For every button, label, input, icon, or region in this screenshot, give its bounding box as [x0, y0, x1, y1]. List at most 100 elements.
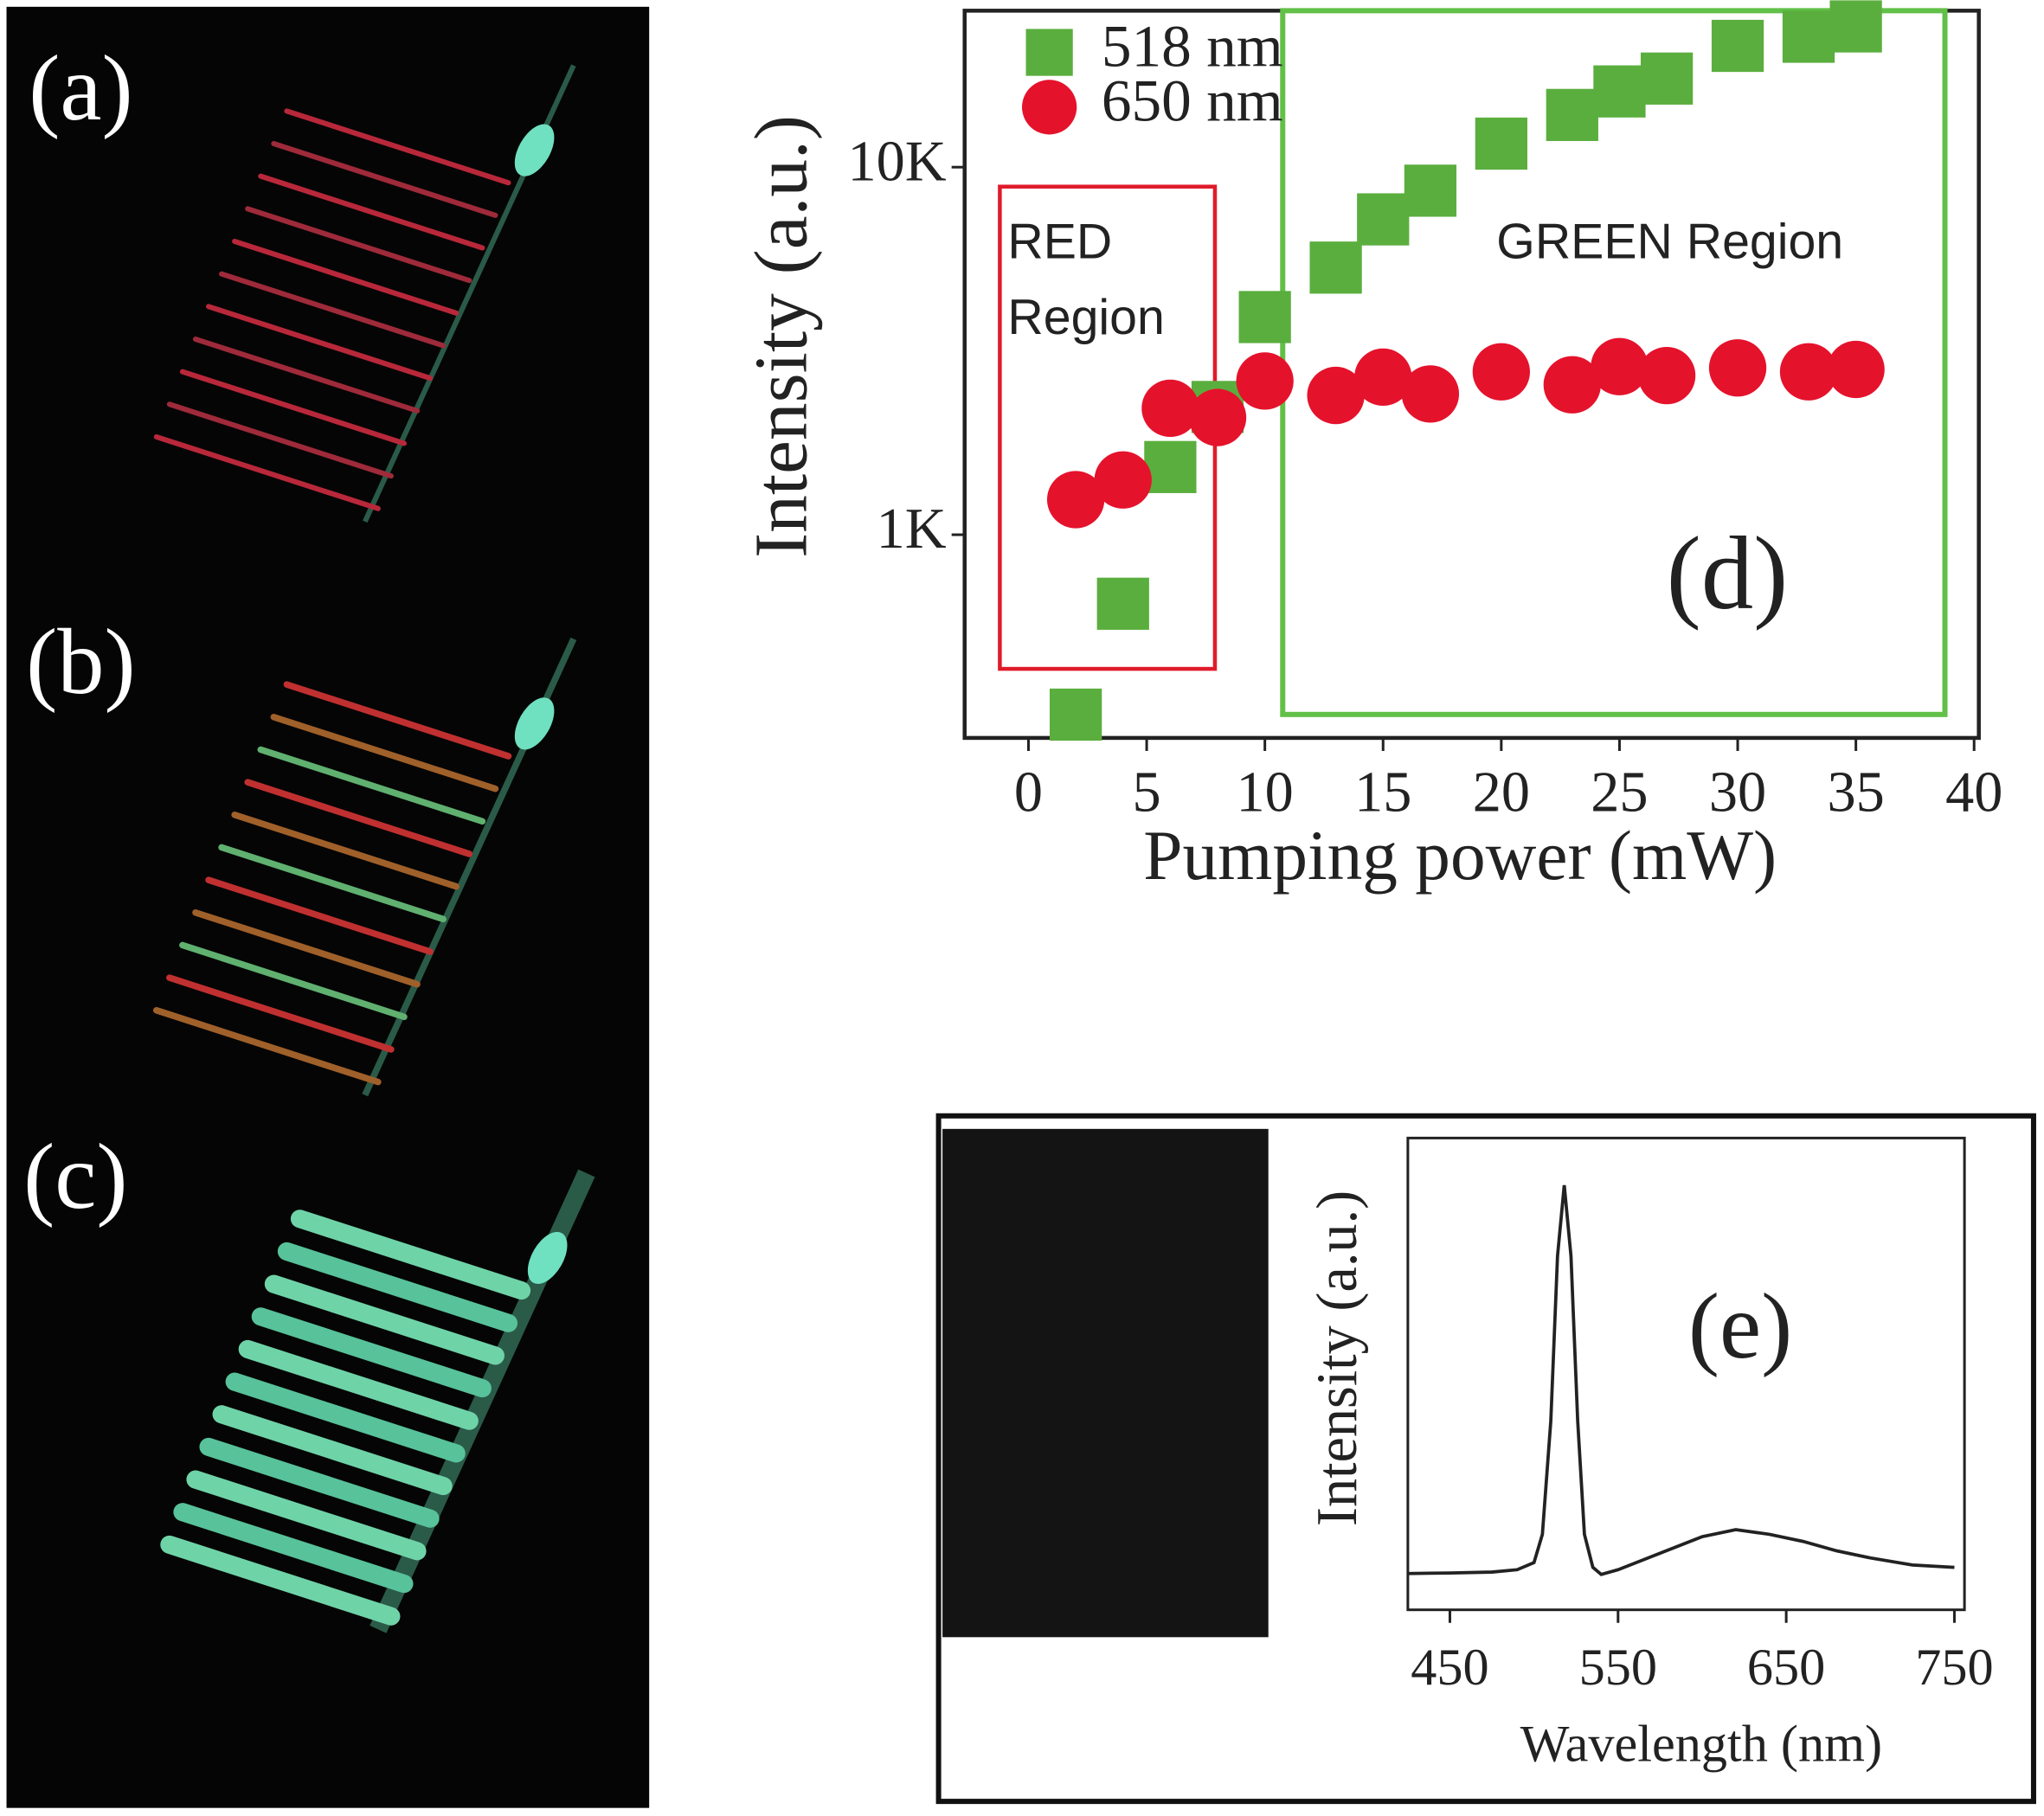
finger	[244, 779, 473, 857]
marker-square	[1357, 193, 1410, 246]
finger	[284, 108, 511, 186]
glow	[514, 697, 555, 750]
finger	[153, 433, 381, 511]
finger	[205, 876, 434, 955]
legend-label: 518 nm	[1102, 12, 1283, 79]
x-tick-label: 450	[1411, 1639, 1488, 1697]
x-tick-label: 5	[1133, 760, 1161, 824]
marker-circle	[1236, 352, 1294, 410]
marker-square	[1782, 10, 1835, 63]
panel-label: (b)	[26, 610, 135, 714]
marker-square	[1309, 241, 1362, 294]
spectrum-line	[1407, 1184, 1955, 1576]
finger	[231, 812, 460, 890]
annotation: GREEN Region	[1496, 215, 1843, 270]
x-tick-label: 550	[1579, 1639, 1657, 1697]
marker-circle	[1543, 356, 1601, 414]
legend-swatch	[1022, 80, 1077, 135]
glow	[527, 1231, 568, 1285]
finger	[179, 369, 407, 446]
panel-label: (d)	[1667, 517, 1789, 632]
marker-square	[1238, 291, 1291, 343]
marker-square	[1144, 440, 1197, 493]
marker-circle	[1472, 343, 1530, 401]
x-tick-label: 15	[1354, 760, 1411, 824]
marker-circle	[1307, 366, 1365, 425]
finger	[270, 714, 499, 792]
finger	[219, 271, 447, 349]
marker-square	[1829, 0, 1882, 53]
panel-label: (e)	[1688, 1274, 1792, 1378]
x-tick-label: 20	[1473, 760, 1530, 824]
marker-square	[1475, 117, 1527, 170]
x-tick-label: 650	[1747, 1639, 1825, 1697]
x-tick-label: 0	[1014, 760, 1043, 824]
marker-square	[1593, 65, 1646, 118]
finger	[225, 1372, 466, 1463]
y-tick-label: 10K	[848, 130, 947, 193]
finger	[218, 844, 447, 923]
finger	[166, 974, 395, 1053]
annotation: Region	[1007, 290, 1164, 345]
y-tick-label: 1K	[877, 497, 947, 561]
finger	[179, 941, 408, 1021]
marker-circle	[1046, 471, 1105, 529]
finger	[206, 304, 434, 382]
x-tick-label: 30	[1709, 760, 1766, 824]
annotation: RED	[1007, 215, 1112, 270]
panel-label: (c)	[23, 1125, 127, 1229]
x-tick-label: 750	[1915, 1639, 1993, 1697]
marker-circle	[1094, 451, 1152, 509]
marker-circle	[1827, 340, 1885, 399]
finger	[238, 1339, 479, 1430]
legend-label: 650 nm	[1102, 67, 1283, 134]
marker-circle	[1637, 346, 1696, 405]
finger	[199, 1437, 440, 1528]
finger	[160, 1535, 401, 1626]
finger	[258, 173, 485, 251]
x-axis-label: Pumping power (mW)	[1143, 817, 1777, 895]
marker-square	[1711, 19, 1764, 73]
x-tick-label: 25	[1591, 760, 1648, 824]
finger	[264, 1274, 505, 1365]
finger	[166, 401, 394, 479]
marker-circle	[1401, 365, 1460, 423]
marker-square	[1049, 688, 1102, 741]
inset-photo	[942, 1128, 1269, 1638]
marker-square	[1546, 88, 1598, 141]
marker-square	[1404, 164, 1457, 217]
finger	[283, 681, 512, 760]
x-tick-label: 35	[1827, 760, 1884, 824]
marker-square	[1640, 52, 1694, 105]
finger	[277, 1242, 518, 1332]
finger	[232, 238, 460, 316]
panel-label: (a)	[29, 36, 132, 140]
finger	[192, 909, 421, 988]
glow	[514, 124, 555, 176]
marker-circle	[1708, 339, 1767, 397]
x-tick-label: 10	[1237, 760, 1294, 824]
finger	[257, 746, 486, 825]
x-tick-label: 40	[1945, 760, 2002, 824]
x-axis-label: Wavelength (nm)	[1520, 1716, 1882, 1774]
marker-circle	[1779, 343, 1838, 401]
marker-circle	[1591, 337, 1649, 395]
finger	[251, 1307, 492, 1398]
plot-frame	[1406, 1136, 1966, 1612]
finger	[212, 1405, 453, 1496]
marker-circle	[1354, 348, 1412, 407]
finger	[192, 336, 421, 414]
y-axis-label: Intensity (a.u.)	[738, 115, 822, 558]
finger	[290, 1210, 531, 1300]
finger	[245, 206, 472, 284]
photo-column	[6, 6, 650, 1808]
marker-circle	[1188, 388, 1247, 446]
legend-swatch	[1025, 29, 1073, 76]
marker-square	[1096, 577, 1149, 630]
marker-circle	[1141, 379, 1199, 438]
finger	[173, 1503, 414, 1594]
finger	[186, 1470, 427, 1561]
finger	[152, 1006, 382, 1086]
finger	[271, 140, 498, 218]
y-axis-label: Intensity (a.u.)	[1306, 1190, 1369, 1526]
